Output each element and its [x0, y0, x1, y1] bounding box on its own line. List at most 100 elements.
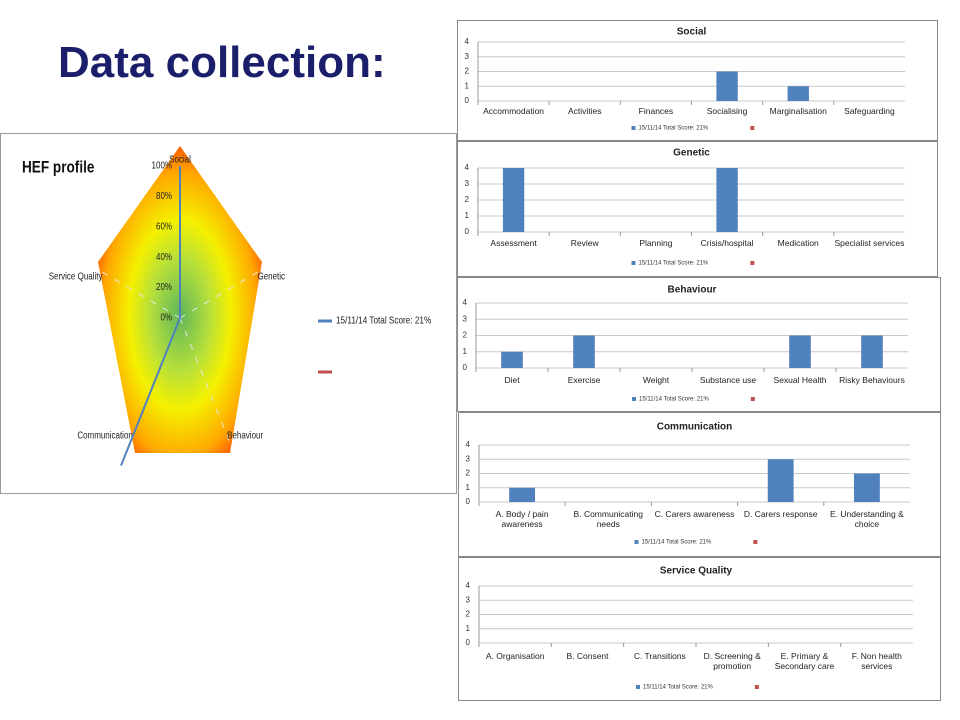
radar-axis	[100, 270, 181, 319]
legend-swatch	[636, 685, 640, 689]
y-tick-label: 0	[463, 363, 468, 372]
x-tick-label: Finances	[638, 106, 674, 116]
category-label: Communication	[77, 430, 133, 441]
x-tick-label: F. Non health services	[851, 651, 902, 671]
x-tick-label: Accommodation	[483, 106, 545, 116]
slide-title: Data collection:	[58, 38, 386, 87]
legend-swatch	[754, 685, 759, 689]
x-tick-label: Sexual Health	[773, 375, 827, 385]
category-label: Behaviour	[227, 430, 263, 441]
bar	[767, 459, 794, 502]
y-tick-label: 3	[463, 314, 468, 323]
legend-swatch	[631, 126, 636, 130]
y-tick-label: 3	[465, 52, 470, 61]
y-tick-label: 4	[463, 298, 468, 307]
chart-title: Social	[677, 27, 707, 38]
r-tick-label: 40%	[156, 251, 172, 262]
y-tick-label: 0	[466, 497, 471, 506]
y-tick-label: 1	[465, 81, 470, 90]
y-tick-label: 4	[465, 37, 470, 46]
y-tick-label: 3	[466, 454, 471, 463]
x-tick-label: Planning	[639, 238, 673, 248]
y-tick-label: 2	[466, 469, 471, 478]
r-tick-label: 80%	[156, 190, 172, 201]
category-label: Genetic	[258, 271, 286, 282]
r-tick-label: 60%	[156, 221, 172, 232]
x-tick-label: D. Screening & promotion	[703, 651, 761, 671]
x-tick-label: A. Body / pain awareness	[495, 509, 549, 529]
legend-label: 15/11/14 Total Score: 21%	[643, 685, 713, 691]
x-tick-label: B. Communicating needs	[573, 509, 643, 529]
legend-label: 15/11/14 Total Score: 21%	[639, 126, 709, 132]
r-tick-label: 100%	[152, 160, 172, 171]
x-tick-label: B. Consent	[566, 651, 609, 661]
category-label: Service Quality	[49, 271, 103, 282]
x-tick-label: Weight	[642, 375, 670, 385]
x-tick-label: Assessment	[490, 238, 537, 248]
chart-frame	[457, 277, 941, 412]
legend-swatch	[753, 540, 758, 544]
x-tick-label: E. Understanding & choice	[830, 509, 904, 529]
x-tick-label: Activities	[567, 106, 602, 116]
r-tick-label: 0%	[160, 312, 172, 323]
bar	[501, 351, 523, 368]
bar	[789, 335, 811, 368]
x-tick-label: Socialising	[706, 106, 748, 116]
chart-title: Behaviour	[668, 285, 717, 296]
x-tick-label: Exercise	[567, 375, 601, 385]
chart-title: Service Quality	[660, 566, 733, 577]
legend-label: 15/11/14 Total Score: 21%	[639, 261, 709, 267]
x-tick-label: Specialist services	[834, 238, 905, 248]
legend-swatch	[632, 397, 636, 401]
x-tick-label: Medication	[777, 238, 819, 248]
legend-swatch	[750, 261, 755, 265]
bar	[716, 71, 738, 101]
bar	[509, 487, 536, 502]
legend-swatch	[750, 126, 755, 130]
chart-title: Genetic	[673, 148, 710, 159]
x-tick-label: Risky Behaviours	[839, 375, 905, 385]
category-label: Social	[169, 154, 191, 165]
y-tick-label: 4	[465, 163, 470, 172]
x-tick-label: Review	[570, 238, 599, 248]
bar	[502, 168, 525, 232]
y-tick-label: 1	[463, 347, 468, 356]
chart-frame	[457, 141, 938, 277]
legend-swatch	[634, 540, 639, 544]
x-tick-label: C. Transitions	[633, 651, 686, 661]
x-tick-label: D. Carers response	[743, 509, 818, 519]
y-tick-label: 3	[465, 179, 470, 188]
y-tick-label: 2	[463, 331, 468, 340]
x-tick-label: Safeguarding	[844, 106, 895, 116]
x-tick-label: Diet	[504, 375, 520, 385]
bar	[861, 335, 883, 368]
x-tick-label: Substance use	[699, 375, 757, 385]
legend-swatch	[631, 261, 636, 265]
bar	[716, 168, 738, 232]
y-tick-label: 2	[466, 610, 471, 619]
y-tick-label: 3	[466, 595, 471, 604]
r-tick-label: 20%	[156, 281, 172, 292]
y-tick-label: 0	[465, 227, 470, 236]
radar-axis	[179, 270, 260, 319]
x-tick-label: Marginalisation	[769, 106, 827, 116]
x-tick-label: E. Primary & Secondary care	[774, 651, 835, 671]
y-tick-label: 0	[466, 638, 471, 647]
y-tick-label: 1	[466, 624, 471, 633]
y-tick-label: 2	[465, 67, 470, 76]
chart-title: HEF profile	[22, 158, 95, 177]
y-tick-label: 1	[466, 483, 471, 492]
y-tick-label: 0	[465, 96, 470, 105]
bar	[853, 473, 880, 502]
chart-title: Communication	[657, 422, 733, 433]
y-tick-label: 4	[466, 581, 471, 590]
legend-label: 15/11/14 Total Score: 21%	[336, 315, 431, 326]
y-tick-label: 1	[465, 211, 470, 220]
y-tick-label: 2	[465, 195, 470, 204]
legend-label: 15/11/14 Total Score: 21%	[642, 540, 712, 546]
bar	[573, 335, 595, 368]
chart-frame	[457, 20, 938, 141]
x-tick-label: C. Carers awareness	[654, 509, 735, 519]
